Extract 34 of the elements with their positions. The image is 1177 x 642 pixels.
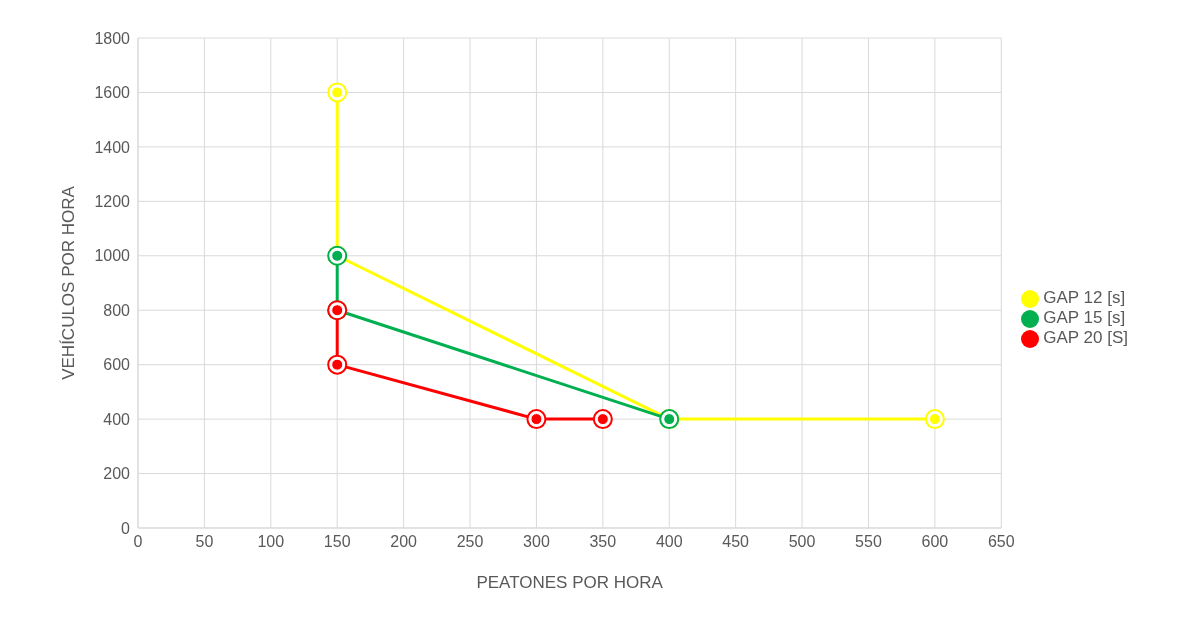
- legend-label: GAP 20 [S]: [1043, 328, 1128, 347]
- legend-label: GAP 12 [s]: [1043, 288, 1126, 307]
- point: [327, 354, 348, 375]
- y-tick-label: 800: [103, 301, 131, 319]
- y-tick-label: 600: [103, 356, 131, 374]
- x-tick-label: 350: [589, 533, 617, 551]
- y-axis-title: VEHÍCULOS POR HORA: [59, 185, 79, 380]
- x-tick-label: 500: [788, 533, 816, 551]
- legend-label: GAP 15 [s]: [1043, 308, 1126, 327]
- y-tick-label: 0: [121, 519, 131, 537]
- x-tick-label: 50: [195, 533, 214, 551]
- x-tick-label: 200: [390, 533, 418, 551]
- x-tick-label: 450: [722, 533, 750, 551]
- x-tick-label: 100: [257, 533, 285, 551]
- x-tick-label: 550: [855, 533, 882, 551]
- x-tick-label: 600: [921, 533, 949, 551]
- y-tick-label: 1400: [94, 138, 131, 156]
- y-tick-label: 1000: [94, 247, 131, 265]
- x-tick-label: 150: [323, 533, 351, 551]
- x-tick-label: 650: [987, 533, 1015, 551]
- y-tick-label: 200: [103, 465, 131, 483]
- y-tick-label: 1800: [94, 29, 131, 47]
- x-tick-label: 400: [655, 533, 683, 551]
- y-tick-label: 1200: [94, 193, 131, 211]
- x-tick-label: 250: [456, 533, 484, 551]
- point: [526, 409, 547, 430]
- x-axis-title: PEATONES POR HORA: [476, 573, 664, 592]
- x-tick-label: 0: [133, 533, 143, 551]
- point: [592, 409, 613, 430]
- y-tick-label: 1600: [94, 84, 131, 102]
- x-tick-label: 300: [523, 533, 550, 551]
- point: [924, 409, 945, 430]
- point: [327, 82, 348, 103]
- y-tick-label: 400: [103, 410, 131, 428]
